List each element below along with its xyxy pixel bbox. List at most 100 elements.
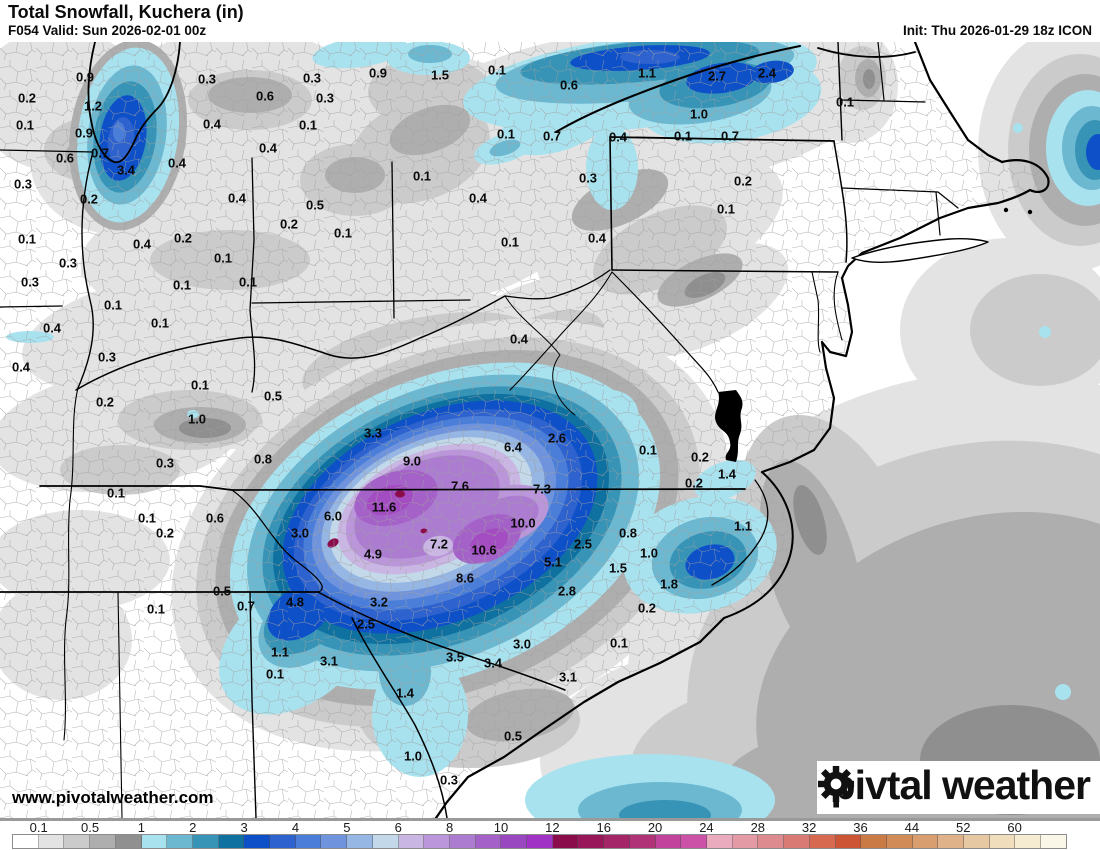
pivotal-weather-logo: piv tal weathe bbox=[816, 761, 1100, 814]
colorbar-bar bbox=[12, 834, 1067, 849]
map-value-label: 0.2 bbox=[690, 449, 710, 465]
colorbar-segment bbox=[629, 835, 656, 848]
colorbar-segment bbox=[449, 835, 476, 848]
map-value-label: 0.5 bbox=[503, 728, 523, 744]
map-value-label: 2.8 bbox=[557, 583, 577, 599]
map-value-label: 0.7 bbox=[236, 598, 256, 614]
map-value-label: 0.1 bbox=[17, 231, 37, 247]
map-value-label: 3.1 bbox=[319, 653, 339, 669]
map-value-label: 0.4 bbox=[509, 331, 529, 347]
map-value-label: 0.3 bbox=[97, 349, 117, 365]
map-value-label: 7.3 bbox=[532, 481, 552, 497]
colorbar-segment bbox=[861, 835, 887, 848]
colorbar-segment bbox=[1015, 835, 1042, 848]
map-value-label: 0.4 bbox=[258, 140, 278, 156]
colorbar-segment bbox=[64, 835, 91, 848]
map-value-label: 0.6 bbox=[559, 77, 579, 93]
colorbar-tick-label: 52 bbox=[956, 820, 971, 835]
colorbar-segment bbox=[732, 835, 759, 848]
map-value-label: 0.1 bbox=[150, 315, 170, 331]
map-value-label: 3.4 bbox=[483, 655, 503, 671]
map-value-label: 6.4 bbox=[503, 439, 523, 455]
map-value-label: 0.2 bbox=[173, 230, 193, 246]
colorbar-tick-label: 0.5 bbox=[81, 820, 100, 835]
init-time-label: Init: Thu 2026-01-29 18z ICON bbox=[902, 23, 1092, 38]
map-value-label: 0.3 bbox=[58, 255, 78, 271]
colorbar-tick-label: 3 bbox=[240, 820, 248, 835]
header: Total Snowfall, Kuchera (in) F054 Valid:… bbox=[0, 0, 1100, 42]
map-value-label: 0.4 bbox=[202, 116, 222, 132]
colorbar-tick-label: 8 bbox=[445, 820, 454, 835]
colorbar-tick-label: 24 bbox=[699, 820, 714, 835]
colorbar-segment bbox=[141, 835, 168, 848]
map-value-label: 0.2 bbox=[733, 173, 753, 189]
map-value-label: 0.1 bbox=[298, 117, 318, 133]
map-value-label: 11.6 bbox=[371, 499, 397, 515]
map-value-label: 0.1 bbox=[716, 201, 736, 217]
map-value-label: 1.5 bbox=[430, 67, 450, 83]
map-value-label: 1.8 bbox=[659, 576, 679, 592]
map-value-label: 1.1 bbox=[270, 644, 290, 660]
map-value-label: 3.1 bbox=[558, 669, 578, 685]
map-value-label: 0.9 bbox=[368, 65, 388, 81]
map-value-label: 0.1 bbox=[835, 94, 855, 110]
colorbar-segment bbox=[424, 835, 450, 848]
map-value-label: 2.6 bbox=[547, 430, 567, 446]
map-value-label: 6.0 bbox=[323, 508, 343, 524]
map-value-label: 3.0 bbox=[512, 636, 532, 652]
map-value-label: 0.6 bbox=[205, 510, 225, 526]
colorbar-segment bbox=[938, 835, 965, 848]
map-value-label: 0.9 bbox=[74, 125, 94, 141]
map-value-label: 0.3 bbox=[302, 70, 322, 86]
map-value-label: 0.1 bbox=[333, 225, 353, 241]
map-value-label: 0.5 bbox=[263, 388, 283, 404]
colorbar-tick-label: 32 bbox=[801, 820, 817, 835]
colorbar-tick-label: 6 bbox=[394, 820, 402, 835]
colorbar-segment bbox=[295, 835, 322, 848]
map-value-label: 0.8 bbox=[618, 525, 638, 541]
colorbar-segment bbox=[809, 835, 836, 848]
map-value-label: 0.1 bbox=[190, 377, 210, 393]
colorbar-segment bbox=[655, 835, 682, 848]
map-value-label: 0.5 bbox=[305, 197, 325, 213]
map-value-label: 0.2 bbox=[79, 191, 99, 207]
map-value-label: 10.6 bbox=[471, 542, 497, 558]
map-value-label: 1.4 bbox=[717, 466, 737, 482]
map-value-label: 1.1 bbox=[733, 518, 753, 534]
colorbar-segment bbox=[886, 835, 913, 848]
map-value-label: 0.1 bbox=[15, 117, 35, 133]
map-value-label: 0.3 bbox=[155, 455, 175, 471]
map-value-label: 0.4 bbox=[468, 190, 488, 206]
colorbar-tick-label: 28 bbox=[750, 820, 766, 835]
map-value-label: 0.1 bbox=[638, 442, 658, 458]
map-value-label: 0.1 bbox=[412, 168, 432, 184]
map-value-label: 0.4 bbox=[587, 230, 607, 246]
map-value-label: 0.1 bbox=[265, 666, 285, 682]
colorbar-tick-label: 2 bbox=[189, 820, 197, 835]
map-value-label: 1.5 bbox=[608, 560, 628, 576]
map-value-label: 0.1 bbox=[673, 128, 693, 144]
colorbar-segment bbox=[784, 835, 810, 848]
map-value-label: 0.3 bbox=[315, 90, 335, 106]
colorbar-segment bbox=[989, 835, 1016, 848]
map-value-label: 0.7 bbox=[720, 128, 740, 144]
map-value-label: 1.1 bbox=[637, 65, 657, 81]
map-value-label: 7.2 bbox=[429, 536, 449, 552]
forecast-map: 0.2 0.9 1.2 0.3 0.6 0.3 0.3 0.9 1.5 0.1 0.6 1.1 2.7 2… bbox=[0, 42, 1100, 818]
map-value-label: 5.1 bbox=[543, 554, 563, 570]
map-graphic bbox=[0, 42, 1100, 818]
map-value-label: 8.6 bbox=[455, 570, 475, 586]
colorbar-segment bbox=[270, 835, 296, 848]
colorbar-segment bbox=[372, 835, 399, 848]
map-value-label: 0.4 bbox=[11, 359, 31, 375]
map-value-label: 0.3 bbox=[197, 71, 217, 87]
colorbar-tick-label: 44 bbox=[904, 820, 920, 835]
gear-icon bbox=[817, 765, 854, 803]
colorbar-segment bbox=[706, 835, 733, 848]
map-value-label: 2.7 bbox=[707, 68, 727, 84]
map-value-label: 0.4 bbox=[608, 129, 628, 145]
colorbar-segment bbox=[218, 835, 245, 848]
colorbar-segment bbox=[681, 835, 707, 848]
map-value-label: 0.7 bbox=[542, 128, 562, 144]
map-value-label: 3.4 bbox=[116, 162, 136, 178]
